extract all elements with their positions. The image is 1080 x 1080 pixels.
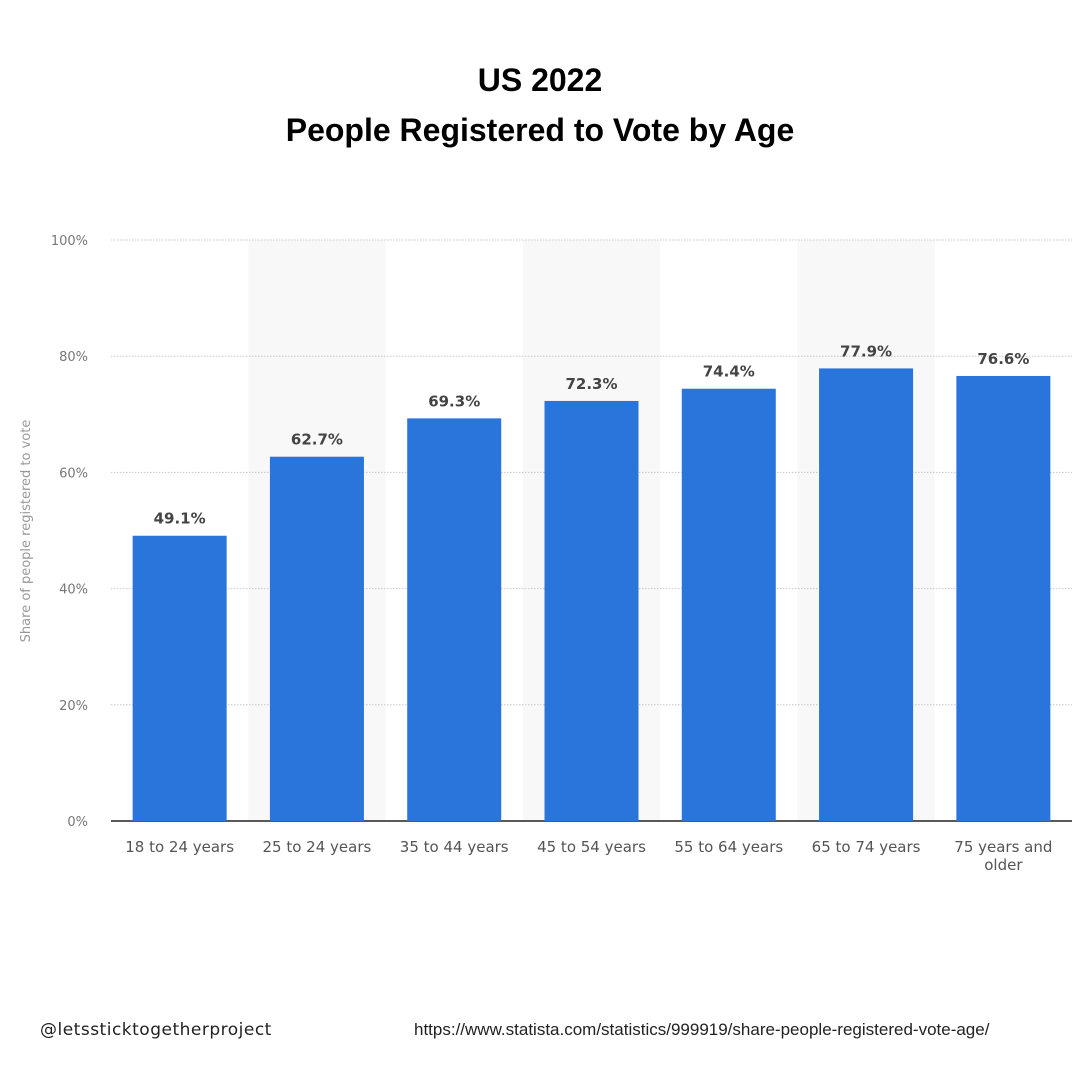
chart-title: US 2022: [477, 62, 603, 98]
y-tick-label: 20%: [59, 699, 88, 714]
x-tick-label: 65 to 74 years: [812, 838, 921, 856]
x-tick-label: 75 years and: [954, 838, 1052, 856]
social-handle: @letssticktogetherproject: [40, 1020, 272, 1040]
y-tick-label: 100%: [51, 234, 88, 249]
y-tick-label: 0%: [67, 815, 88, 830]
bar: [956, 375, 1051, 821]
bar: [407, 418, 502, 821]
source-url[interactable]: https://www.statista.com/statistics/9999…: [414, 1020, 990, 1039]
x-tick-label: 35 to 44 years: [400, 838, 509, 856]
data-label: 69.3%: [428, 392, 480, 410]
bar: [132, 535, 227, 821]
data-label: 49.1%: [154, 510, 206, 528]
x-tick-label: 55 to 64 years: [674, 838, 783, 856]
data-label: 62.7%: [291, 431, 343, 449]
y-tick-label: 60%: [59, 466, 88, 481]
x-tick-label: older: [984, 856, 1023, 874]
x-tick-label: 25 to 24 years: [263, 838, 372, 856]
x-tick-label: 45 to 54 years: [537, 838, 646, 856]
bar: [681, 388, 776, 821]
chart-subtitle: People Registered to Vote by Age: [285, 112, 795, 148]
data-label: 72.3%: [565, 375, 617, 393]
y-tick-label: 80%: [59, 350, 88, 365]
bar: [544, 400, 639, 821]
bar: [819, 368, 914, 821]
y-tick-label: 40%: [59, 583, 88, 598]
bar: [269, 456, 364, 821]
x-tick-label: 18 to 24 years: [125, 838, 234, 856]
y-axis-label: Share of people registered to vote: [19, 420, 34, 643]
data-label: 76.6%: [977, 350, 1029, 368]
data-label: 77.9%: [840, 342, 892, 360]
data-label: 74.4%: [703, 363, 755, 381]
